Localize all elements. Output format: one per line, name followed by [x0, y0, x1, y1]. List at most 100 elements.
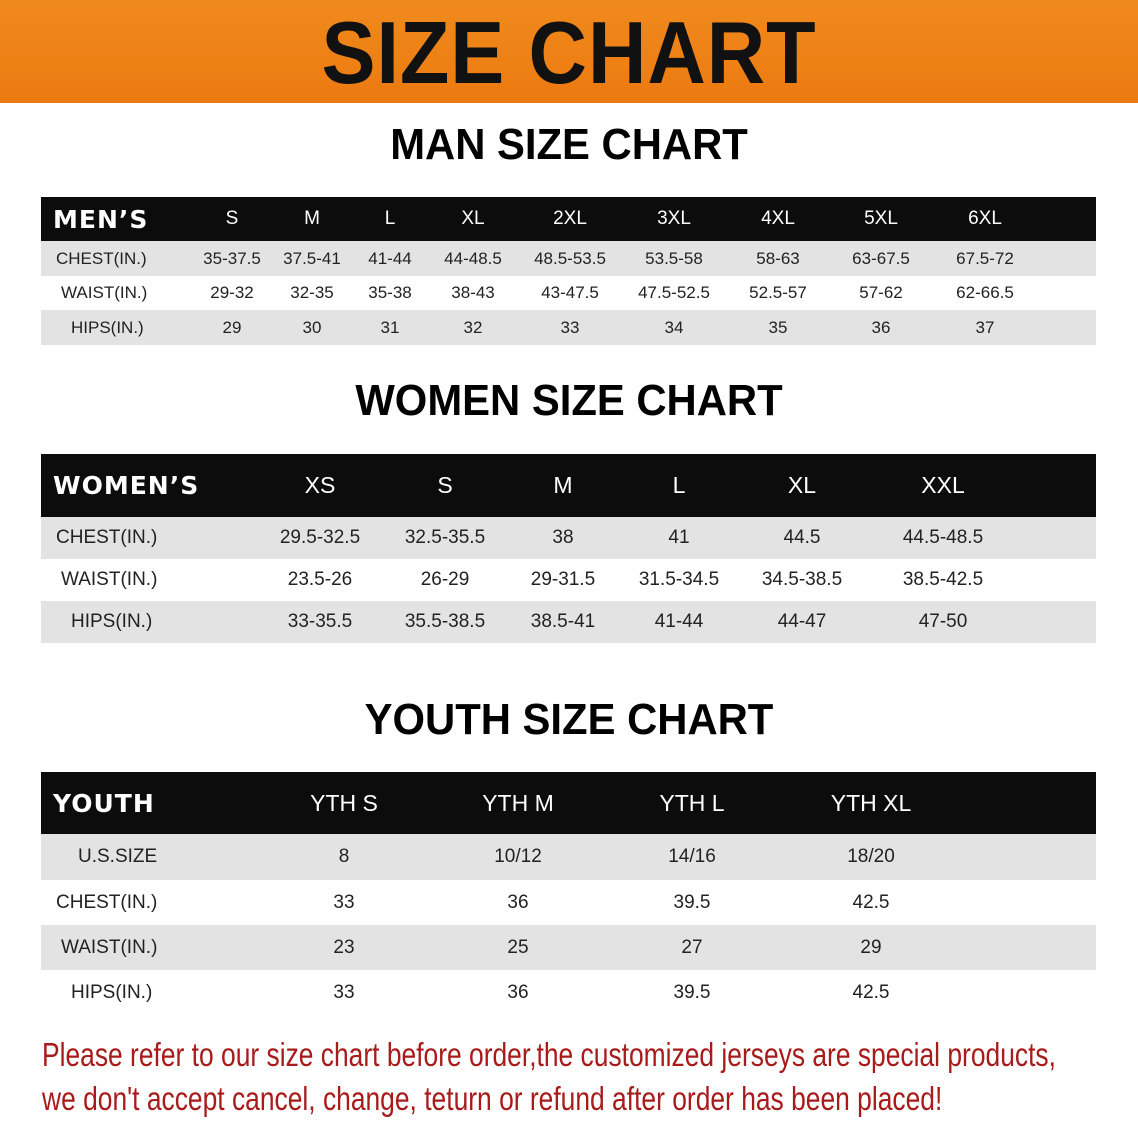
table-cell: 33	[333, 891, 355, 913]
table-cell: 44-48.5	[444, 248, 502, 268]
table-cell: 38	[552, 527, 574, 548]
women-header-row: WOMEN’S XS S M L XL XXL	[41, 454, 1096, 517]
table-cell: 25	[507, 936, 529, 958]
table-cell: 62-66.5	[956, 283, 1014, 302]
table-cell: 32-35	[290, 283, 334, 302]
table-cell: 47-50	[918, 611, 968, 632]
banner-title: SIZE CHART	[321, 3, 817, 102]
men-size-header: 5XL	[864, 208, 898, 229]
youth-size-table: YOUTH YTH S YTH M YTH L YTH XL U.S.SIZE 8 10/12…	[41, 772, 1096, 1015]
row-label: WAIST(IN.)	[61, 569, 158, 590]
table-cell: 35	[768, 317, 788, 337]
banner: SIZE CHART	[0, 0, 1138, 103]
table-cell: 44-47	[777, 611, 827, 632]
table-cell: 8	[338, 846, 350, 867]
table-cell: 14/16	[668, 846, 716, 867]
table-cell: 37.5-41	[283, 248, 341, 268]
table-cell: 48.5-53.5	[534, 248, 606, 268]
youth-table-row: U.S.SIZE 8 10/12 14/16 18/20	[41, 834, 1096, 880]
row-label: HIPS(IN.)	[71, 317, 144, 337]
youth-header-label: YOUTH	[53, 788, 155, 818]
row-label: CHEST(IN.)	[56, 527, 158, 548]
row-label: HIPS(IN.)	[71, 611, 153, 632]
women-size-header: L	[672, 472, 686, 498]
table-cell: 18/20	[847, 846, 895, 867]
table-cell: 33	[560, 317, 580, 337]
table-cell: 34.5-38.5	[761, 569, 843, 590]
men-size-header: 2XL	[553, 208, 587, 229]
table-cell: 41	[668, 527, 690, 548]
table-cell: 10/12	[494, 846, 542, 867]
table-cell: 26-29	[420, 569, 470, 590]
table-cell: 42.5	[852, 981, 890, 1003]
youth-size-header: YTH L	[659, 789, 725, 816]
women-size-header: XXL	[921, 472, 965, 498]
table-cell: 39.5	[673, 981, 711, 1003]
women-size-header: XL	[787, 472, 817, 498]
table-cell: 63-67.5	[852, 248, 910, 268]
table-cell: 41-44	[654, 611, 704, 632]
table-cell: 39.5	[673, 891, 711, 913]
men-table-row: CHEST(IN.) 35-37.5 37.5-41 41-44 44-48.5 48.5…	[41, 241, 1096, 276]
men-size-header: 3XL	[657, 208, 691, 229]
row-label: WAIST(IN.)	[61, 936, 158, 958]
row-label: HIPS(IN.)	[71, 981, 153, 1003]
table-cell: 36	[507, 891, 529, 913]
men-table-row: WAIST(IN.) 29-32 32-35 35-38 38-43 43-47.5 47.…	[41, 276, 1096, 310]
women-section-title: WOMEN SIZE CHART	[355, 376, 783, 425]
table-cell: 67.5-72	[956, 248, 1014, 268]
notice-line-1: Please refer to our size chart before or…	[42, 1036, 1056, 1073]
table-cell: 47.5-52.5	[638, 283, 710, 302]
table-cell: 43-47.5	[541, 283, 599, 302]
table-cell: 29-32	[210, 283, 254, 302]
table-cell: 32.5-35.5	[404, 527, 486, 548]
youth-table-row: WAIST(IN.) 23 25 27 29	[41, 925, 1096, 970]
men-size-header: S	[225, 208, 239, 229]
table-cell: 44.5-48.5	[902, 527, 984, 548]
notice-line-2: we don't accept cancel, change, teturn o…	[42, 1080, 943, 1117]
men-header-row: MEN’S S M L XL 2XL 3XL 4XL 5XL 6XL	[41, 197, 1096, 241]
table-cell: 29-31.5	[530, 569, 596, 590]
men-table-row: HIPS(IN.) 29 30 31 32 33 34 35 36 37	[41, 310, 1096, 345]
table-cell: 29.5-32.5	[279, 527, 361, 548]
table-cell: 31	[380, 317, 400, 337]
table-cell: 38.5-41	[530, 611, 596, 632]
youth-size-header: YTH S	[310, 789, 378, 816]
men-size-header: 6XL	[968, 208, 1002, 229]
men-size-table: MEN’S S M L XL 2XL 3XL 4XL 5XL 6XL CHEST(IN.) 35-37…	[41, 197, 1096, 345]
men-size-header: XL	[461, 208, 485, 229]
table-cell: 34	[664, 317, 684, 337]
men-size-header: M	[304, 208, 320, 229]
table-cell: 37	[975, 317, 995, 337]
women-size-header: M	[553, 472, 573, 498]
table-cell: 42.5	[852, 891, 890, 913]
women-header-label: WOMEN’S	[53, 471, 200, 500]
youth-table-row: HIPS(IN.) 33 36 39.5 42.5	[41, 970, 1096, 1015]
table-cell: 33	[333, 981, 355, 1003]
men-section-title: MAN SIZE CHART	[390, 120, 748, 169]
table-cell: 57-62	[859, 283, 903, 302]
table-cell: 23	[333, 936, 355, 958]
table-cell: 53.5-58	[645, 248, 703, 268]
row-label: WAIST(IN.)	[61, 283, 148, 302]
table-cell: 36	[507, 981, 529, 1003]
row-label: CHEST(IN.)	[56, 248, 147, 268]
row-label: U.S.SIZE	[78, 846, 158, 867]
table-cell: 29	[860, 936, 882, 958]
women-size-table: WOMEN’S XS S M L XL XXL CHEST(IN.) 29.5-32.5 32.5…	[41, 454, 1096, 643]
table-cell: 35-38	[368, 283, 412, 302]
table-cell: 33-35.5	[287, 611, 353, 632]
youth-table-row: CHEST(IN.) 33 36 39.5 42.5	[41, 880, 1096, 925]
table-cell: 38-43	[451, 283, 495, 302]
table-cell: 41-44	[368, 248, 412, 268]
men-size-header: 4XL	[761, 208, 795, 229]
youth-header-row: YOUTH YTH S YTH M YTH L YTH XL	[41, 772, 1096, 834]
women-size-header: S	[437, 472, 453, 498]
youth-size-header: YTH M	[482, 789, 554, 816]
table-cell: 32	[463, 317, 483, 337]
table-cell: 35-37.5	[203, 248, 261, 268]
table-cell: 58-63	[756, 248, 800, 268]
table-cell: 35.5-38.5	[404, 611, 486, 632]
table-cell: 31.5-34.5	[638, 569, 720, 590]
men-header-label: MEN’S	[53, 204, 149, 234]
